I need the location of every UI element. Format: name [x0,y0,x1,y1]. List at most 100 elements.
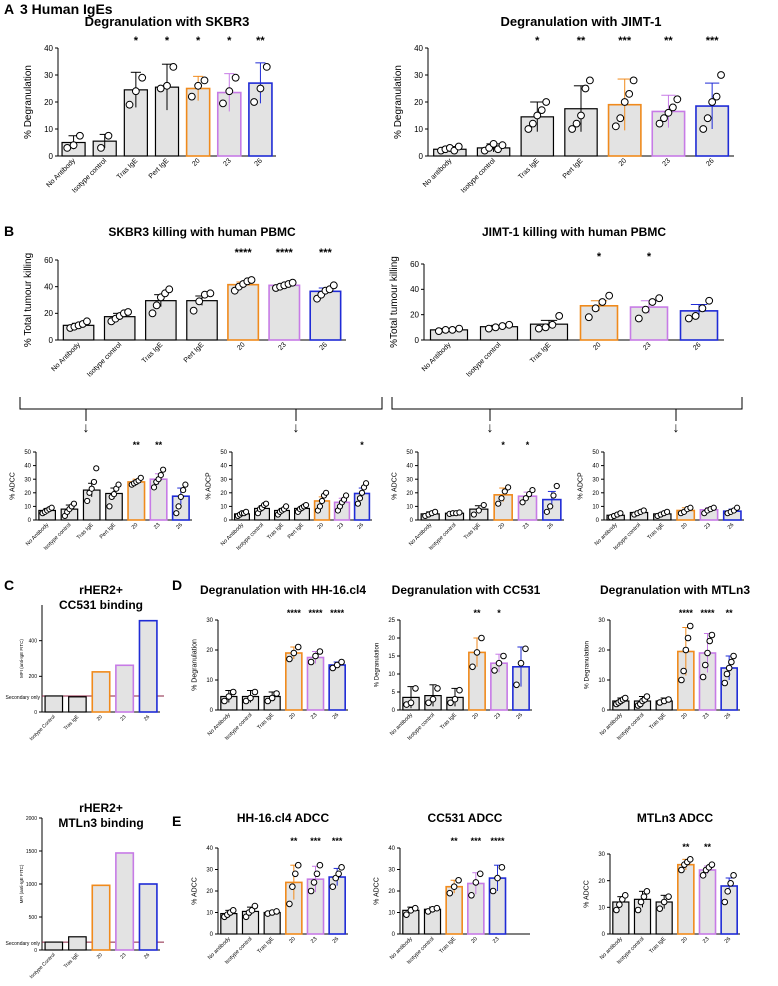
data-point [448,325,457,334]
data-point [620,98,629,106]
y-axis-label: % ADCP [205,472,212,500]
data-point [318,497,326,505]
y-axis-label: MFI (anti-IgE FITC) [19,864,24,903]
y-tick-label: 0 [392,932,396,938]
y-tick-label: 20 [24,491,31,497]
chart-title: HH-16.cl4 ADCC [237,811,330,825]
panel-label-c: C [4,577,14,593]
y-tick-label: 20 [410,310,419,319]
data-point [648,298,657,306]
bar [91,884,111,951]
data-point [302,501,310,509]
data-point [450,883,458,891]
data-point [456,686,463,694]
bar [138,883,158,951]
data-point [242,508,250,515]
y-tick-label: 60 [44,256,53,265]
x-tick-label: 26 [727,522,736,531]
data-point [613,906,620,914]
x-tick-label: 20 [592,341,603,352]
y-axis-label: % ADCC [191,877,198,905]
y-tick-label: 20 [206,648,213,654]
data-point [206,289,215,298]
data-point [76,131,84,140]
y-tick-label: 30 [406,477,413,483]
data-point [316,503,324,510]
significance-label: *** [310,836,321,846]
x-tick-label: 20 [288,936,297,945]
y-tick-label: 10 [388,911,395,917]
bracket-left [19,397,383,421]
x-tick-label: Isotype Control [29,714,57,742]
y-tick-label: 50 [220,450,227,456]
x-tick-label: Tras IgE [76,522,95,541]
x-tick-label: 23 [119,952,127,960]
y-tick-label: 15 [388,654,395,660]
data-point [187,92,196,101]
x-tick-label: Tras IgE [529,341,553,365]
data-point [194,81,203,90]
data-point [83,317,91,326]
data-point [491,323,500,332]
y-tick-label: 0 [49,336,54,345]
x-tick-label: No antibody [422,157,454,189]
data-point [572,119,581,128]
data-point [407,699,415,707]
data-point [708,861,716,868]
significance-label: **** [287,608,302,618]
y-tick-label: 0 [410,518,414,524]
x-tick-label: No Antibody [408,522,433,547]
data-point [148,309,157,318]
bar [44,695,64,713]
x-tick-label: 26 [143,952,151,960]
data-point [723,670,731,678]
data-point [262,63,271,71]
data-point [251,688,259,696]
data-point [660,114,668,123]
chart-d3: Degranulation with MTLn3 0 10 20 30 % Degranu… [583,583,750,742]
data-point [543,508,550,515]
data-point [250,98,258,106]
data-point [581,84,590,93]
y-tick-label: 40 [24,464,31,470]
data-point [310,879,318,886]
data-point [69,141,78,150]
x-tick-label: No Antibody [45,157,77,189]
significance-label: **** [235,247,253,259]
data-point [322,489,330,496]
data-point [494,874,501,882]
x-tick-label: Pert IgE [562,157,585,180]
y-tick-label: 30 [206,868,213,874]
x-tick-label: 23 [119,714,127,722]
data-point [169,63,178,71]
data-point [553,482,560,490]
x-tick-label: 20 [236,341,247,352]
data-point [547,503,554,510]
data-point [524,125,533,133]
x-tick-label: Tras IgE [141,341,165,365]
x-tick-label: 20 [470,936,479,945]
x-tick-label: Tras IgE [63,952,81,970]
bar [91,671,111,713]
y-tick-label: 0 [210,932,214,938]
panel-label-d: D [172,577,182,593]
data-point [727,880,734,887]
x-tick-label: 23 [336,522,345,531]
y-tick-label: 50 [592,450,599,456]
y-tick-label: 20 [414,98,423,107]
bar [268,284,301,341]
x-tick-label: 26 [724,936,733,945]
data-point [316,861,324,869]
data-point [710,504,717,511]
significance-label: *** [471,836,482,846]
data-point [225,87,234,96]
data-point [333,661,341,669]
y-tick-label: 40 [410,285,419,294]
y-tick-label: 40 [206,846,213,852]
chart-title: MTLn3 ADCC [637,811,714,825]
data-point [434,685,441,692]
data-point [673,95,682,104]
